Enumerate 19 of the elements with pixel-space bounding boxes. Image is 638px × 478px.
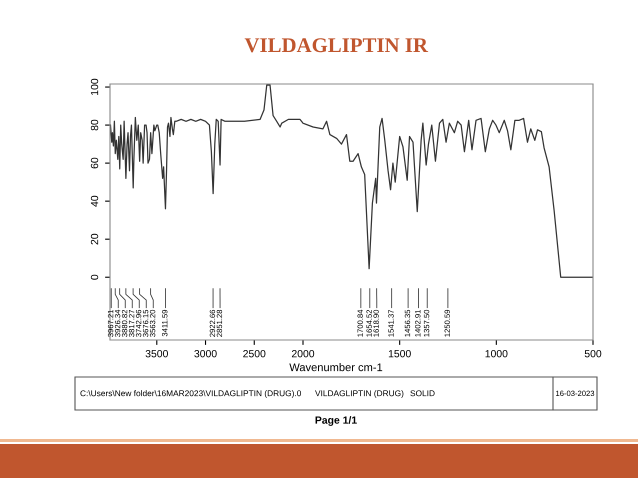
text: C:\Users\New folder\16MAR2023\VILDAGLIPTIN (DRUG).0 (80, 390, 302, 398)
text: VILDAGLIPTIN (DRUG) (315, 390, 404, 398)
chart-title: VILDAGLIPTIN IR (244, 38, 428, 52)
y-tick-label: 0 (90, 274, 98, 280)
text: Page 1/1 (316, 416, 357, 426)
y-tick-label: 20 (90, 234, 98, 244)
y-tick-label: 60 (90, 158, 98, 168)
x-tick-label: 500 (584, 350, 602, 358)
x-tick-label: 3000 (194, 350, 217, 358)
x-tick-label: 1500 (388, 350, 411, 358)
x-axis-title: Wavenumber cm-1 (289, 363, 382, 372)
y-tick-label: 40 (90, 196, 98, 207)
x-tick-label: 2000 (292, 350, 314, 358)
x-tick-label: 2500 (243, 350, 266, 358)
x-tick-label: 3500 (146, 350, 168, 358)
text: SOLID (410, 390, 435, 396)
x-tick-label: 1000 (486, 350, 508, 358)
y-tick-label: 100 (90, 78, 98, 95)
y-tick-label: 80 (90, 120, 98, 130)
